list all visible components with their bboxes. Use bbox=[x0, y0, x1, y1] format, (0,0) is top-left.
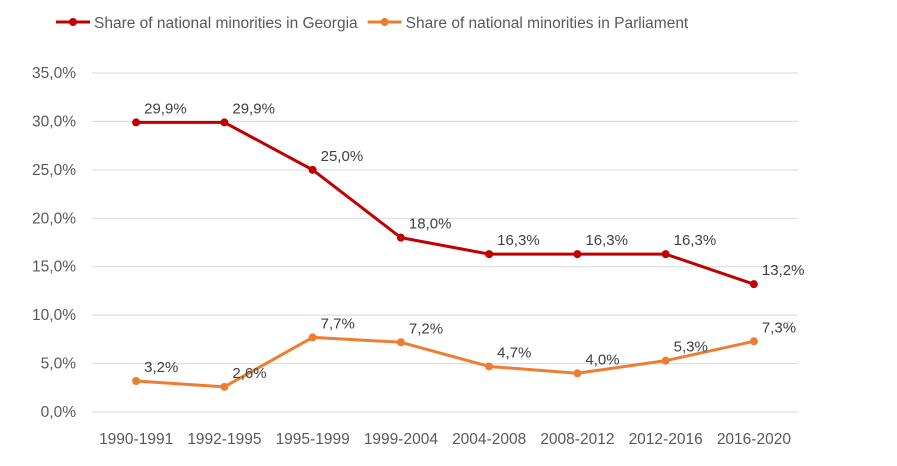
data-label: 16,3% bbox=[585, 232, 628, 249]
data-label: 7,2% bbox=[409, 320, 443, 337]
x-tick-label: 2004-2008 bbox=[452, 431, 526, 448]
data-point bbox=[308, 333, 317, 342]
y-tick-label: 10,0% bbox=[32, 307, 76, 324]
data-point bbox=[661, 250, 670, 259]
y-axis-ticks: 0,0% 5,0% 10,0% 15,0% 20,0% 25,0% 30,0% 35,0% bbox=[32, 65, 76, 421]
x-tick-label: 1992-1995 bbox=[187, 431, 261, 448]
legend-item: Share of national minorities in Georgia bbox=[56, 15, 358, 32]
data-label: 5,3% bbox=[674, 339, 708, 356]
data-point bbox=[749, 337, 758, 346]
data-point bbox=[573, 369, 582, 378]
data-label: 2,6% bbox=[232, 365, 266, 382]
data-label: 25,0% bbox=[321, 148, 364, 165]
data-label: 16,3% bbox=[497, 232, 540, 249]
legend-marker bbox=[69, 18, 77, 26]
data-point bbox=[661, 356, 670, 365]
data-label: 13,2% bbox=[762, 262, 805, 279]
data-point bbox=[749, 280, 758, 289]
legend-marker bbox=[380, 18, 389, 26]
data-point bbox=[573, 250, 582, 259]
data-point bbox=[396, 233, 405, 242]
data-point bbox=[485, 362, 494, 371]
data-label: 7,3% bbox=[762, 319, 796, 336]
data-label: 29,9% bbox=[232, 100, 275, 117]
legend-label: Share of national minorities in Parliame… bbox=[406, 15, 689, 32]
data-label: 7,7% bbox=[321, 315, 355, 332]
x-tick-label: 2016-2020 bbox=[717, 431, 792, 448]
x-tick-label: 1990-1991 bbox=[99, 431, 173, 448]
series-2: 3,2% 2,6% 7,7% 7,2% 4,7% 4,0% 5,3% 7,3% bbox=[132, 315, 796, 391]
data-label: 3,2% bbox=[144, 359, 178, 376]
y-tick-label: 35,0% bbox=[32, 65, 76, 82]
x-axis-ticks: 1990-1991 1992-1995 1995-1999 1999-2004 2004… bbox=[99, 431, 791, 448]
x-tick-label: 1999-2004 bbox=[364, 431, 439, 448]
series-line bbox=[134, 120, 756, 286]
y-tick-label: 5,0% bbox=[41, 356, 77, 373]
series-line bbox=[134, 335, 756, 389]
legend: Share of national minorities in Georgia S… bbox=[56, 15, 689, 32]
data-label: 29,9% bbox=[144, 100, 187, 117]
data-label: 16,3% bbox=[674, 232, 717, 249]
data-point bbox=[396, 338, 405, 347]
y-tick-label: 30,0% bbox=[32, 113, 76, 130]
x-tick-label: 2012-2016 bbox=[629, 431, 703, 448]
x-tick-label: 1995-1999 bbox=[276, 431, 350, 448]
series: 29,9% 29,9% 25,0% 18,0% 16,3% 16,3% 16,3% 13,2%… bbox=[132, 100, 805, 391]
y-tick-label: 15,0% bbox=[32, 259, 76, 276]
data-label: 18,0% bbox=[409, 216, 452, 233]
data-point bbox=[132, 377, 141, 386]
x-tick-label: 2008-2012 bbox=[540, 431, 614, 448]
data-label: 4,0% bbox=[585, 351, 619, 368]
legend-label: Share of national minorities in Georgia bbox=[94, 15, 358, 32]
data-point bbox=[485, 250, 494, 259]
y-tick-label: 20,0% bbox=[32, 210, 76, 227]
data-point bbox=[220, 118, 229, 127]
data-point bbox=[132, 118, 141, 127]
series-1: 29,9% 29,9% 25,0% 18,0% 16,3% 16,3% 16,3% 13,2% bbox=[132, 100, 805, 289]
y-tick-label: 25,0% bbox=[32, 162, 76, 179]
legend-item: Share of national minorities in Parliame… bbox=[367, 15, 689, 32]
data-point bbox=[308, 165, 317, 174]
y-tick-label: 0,0% bbox=[41, 404, 77, 421]
data-label: 4,7% bbox=[497, 344, 531, 361]
data-point bbox=[220, 382, 229, 391]
